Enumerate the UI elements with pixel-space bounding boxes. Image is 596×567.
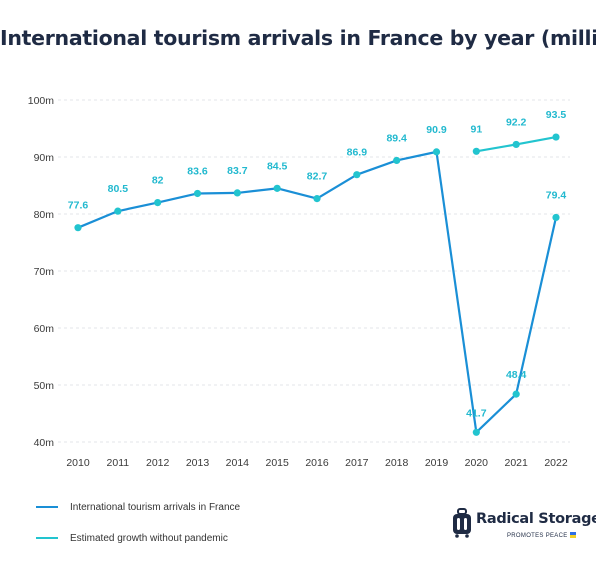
y-axis-ticks: 40m 50m 60m 70m 80m 90m 100m bbox=[28, 95, 55, 449]
data-label-arrivals-2021: 48.4 bbox=[506, 369, 527, 381]
data-point-arrivals-2010 bbox=[74, 224, 82, 232]
brand-tagline: PROMOTES PEACE bbox=[507, 532, 576, 539]
suitcase-icon bbox=[453, 508, 471, 538]
data-point-arrivals-2014 bbox=[233, 189, 241, 197]
data-point-arrivals-2022 bbox=[552, 213, 560, 222]
x-tick-label-2013: 2013 bbox=[186, 457, 210, 469]
data-label-arrivals-2014: 83.7 bbox=[227, 165, 248, 177]
data-point-estimated-2021 bbox=[512, 140, 520, 149]
x-tick-label-2011: 2011 bbox=[107, 457, 130, 469]
data-point-arrivals-2017 bbox=[353, 171, 361, 179]
x-tick-label-2018: 2018 bbox=[385, 457, 409, 469]
data-label-arrivals-2012: 82 bbox=[152, 175, 164, 187]
series-line-arrivals bbox=[77, 150, 558, 434]
data-point-arrivals-2020 bbox=[472, 428, 480, 436]
legend-label-estimated: Estimated growth without pandemic bbox=[70, 532, 228, 544]
legend-item-estimated: Estimated growth without pandemic bbox=[36, 531, 240, 545]
x-tick-label-2022: 2022 bbox=[544, 457, 568, 469]
data-point-arrivals-2012 bbox=[154, 199, 162, 207]
x-tick-label-2016: 2016 bbox=[305, 457, 329, 469]
x-tick-label-2017: 2017 bbox=[345, 457, 369, 469]
x-tick-label-2021: 2021 bbox=[504, 457, 528, 469]
data-label-arrivals-2017: 86.9 bbox=[347, 147, 368, 159]
y-tick-label-60m: 60m bbox=[34, 323, 55, 335]
data-label-estimated-2022: 93.5 bbox=[546, 109, 567, 121]
data-label-arrivals-2015: 84.5 bbox=[267, 160, 288, 172]
x-tick-label-2020: 2020 bbox=[465, 457, 489, 469]
data-label-estimated-2021: 92.2 bbox=[506, 116, 527, 128]
legend: International tourism arrivals in France… bbox=[36, 500, 240, 562]
y-tick-label-40m: 40m bbox=[34, 437, 55, 449]
series-points bbox=[74, 133, 560, 436]
data-labels: 77.6 80.5 82 83.6 83.7 84.5 82.7 86.9 89.4 90.9 41… bbox=[68, 109, 567, 419]
data-point-arrivals-2019 bbox=[432, 148, 441, 156]
x-tick-label-2015: 2015 bbox=[265, 457, 289, 469]
data-point-estimated-2022 bbox=[552, 133, 560, 141]
data-label-arrivals-2010: 77.6 bbox=[68, 200, 89, 212]
grid-lines bbox=[58, 99, 570, 443]
y-tick-label-100m: 100m bbox=[28, 95, 55, 107]
data-point-arrivals-2015 bbox=[273, 184, 281, 192]
x-tick-label-2019: 2019 bbox=[425, 457, 449, 469]
data-label-arrivals-2016: 82.7 bbox=[307, 171, 328, 183]
y-tick-label-70m: 70m bbox=[34, 266, 55, 278]
data-point-arrivals-2018 bbox=[393, 156, 401, 165]
data-point-arrivals-2013 bbox=[193, 189, 202, 198]
chart-title: International tourism arrivals in France… bbox=[0, 26, 596, 50]
x-axis-ticks: 2010 2011 2012 2013 2014 2015 2016 2017 2018 2019… bbox=[66, 457, 568, 469]
brand-logo: Radical Storage PROMOTES PEACE bbox=[452, 506, 596, 546]
data-label-estimated-2020: 91 bbox=[470, 123, 482, 135]
y-tick-label-90m: 90m bbox=[34, 152, 55, 164]
legend-swatch-arrivals bbox=[36, 506, 58, 508]
data-point-arrivals-2021 bbox=[512, 390, 520, 398]
data-point-arrivals-2016 bbox=[313, 195, 321, 203]
data-point-estimated-2020 bbox=[472, 147, 480, 155]
y-tick-label-50m: 50m bbox=[34, 380, 55, 392]
brand-name: Radical Storage bbox=[476, 511, 596, 527]
legend-swatch-estimated bbox=[36, 537, 58, 539]
x-tick-label-2012: 2012 bbox=[146, 457, 170, 469]
data-label-arrivals-2011: 80.5 bbox=[108, 183, 129, 195]
data-point-arrivals-2011 bbox=[114, 207, 122, 215]
data-label-arrivals-2020: 41.7 bbox=[466, 407, 487, 419]
legend-item-arrivals: International tourism arrivals in France bbox=[36, 500, 240, 514]
legend-label-arrivals: International tourism arrivals in France bbox=[70, 501, 241, 513]
y-tick-label-80m: 80m bbox=[34, 209, 55, 221]
data-label-arrivals-2018: 89.4 bbox=[386, 132, 407, 144]
data-label-arrivals-2019: 90.9 bbox=[426, 124, 447, 136]
data-label-arrivals-2013: 83.6 bbox=[187, 165, 208, 177]
data-label-arrivals-2022: 79.4 bbox=[546, 189, 567, 201]
x-tick-label-2014: 2014 bbox=[226, 457, 250, 469]
ukraine-flag-icon bbox=[569, 532, 576, 538]
x-tick-label-2010: 2010 bbox=[66, 457, 90, 469]
